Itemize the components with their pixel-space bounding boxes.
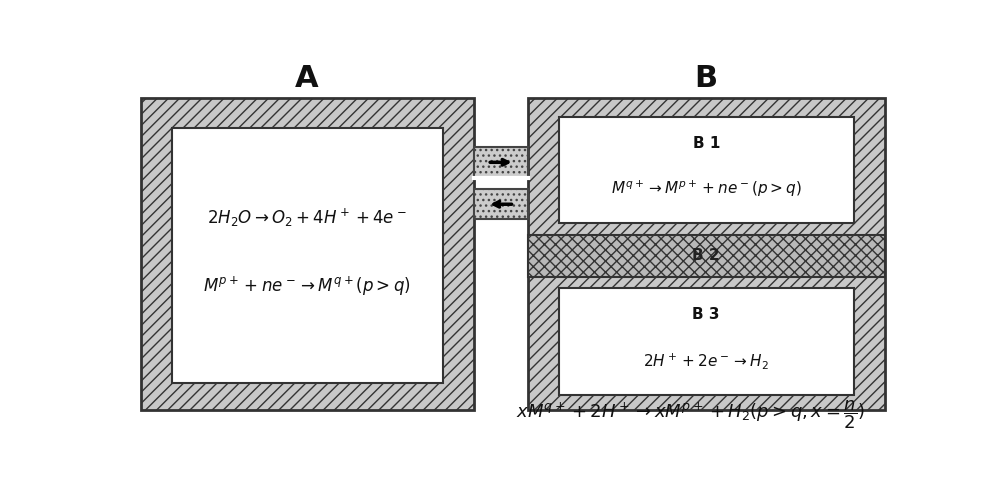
Text: B: B — [695, 64, 718, 93]
Text: $M^{p+} + ne^- \rightarrow M^{q+}(p > q)$: $M^{p+} + ne^- \rightarrow M^{q+}(p > q)… — [203, 275, 411, 298]
Bar — [474, 189, 528, 219]
Text: B 2: B 2 — [692, 248, 720, 263]
Text: $2H^+ + 2e^- \rightarrow H_2$: $2H^+ + 2e^- \rightarrow H_2$ — [643, 350, 769, 371]
Bar — [528, 98, 885, 410]
Text: B 1: B 1 — [693, 136, 720, 151]
Bar — [474, 147, 528, 178]
Text: $M^{q+} \rightarrow M^{p+} + ne^-(p > q)$: $M^{q+} \rightarrow M^{p+} + ne^-(p > q)… — [611, 179, 802, 199]
Text: B 3: B 3 — [692, 307, 720, 322]
Bar — [559, 288, 854, 395]
Bar — [140, 98, 474, 410]
Text: $\mathbf{\it{xM^{q+}+2H^+\rightarrow xM^{p+} + H_2(p>q, x=\dfrac{n}{2})}}$: $\mathbf{\it{xM^{q+}+2H^+\rightarrow xM^… — [516, 398, 865, 431]
Text: A: A — [295, 64, 319, 93]
Text: $2H_2O \rightarrow O_2 + 4H^+ + 4e^-$: $2H_2O \rightarrow O_2 + 4H^+ + 4e^-$ — [207, 206, 407, 229]
Bar — [559, 116, 854, 223]
Bar — [172, 128, 443, 383]
Bar — [528, 235, 885, 277]
